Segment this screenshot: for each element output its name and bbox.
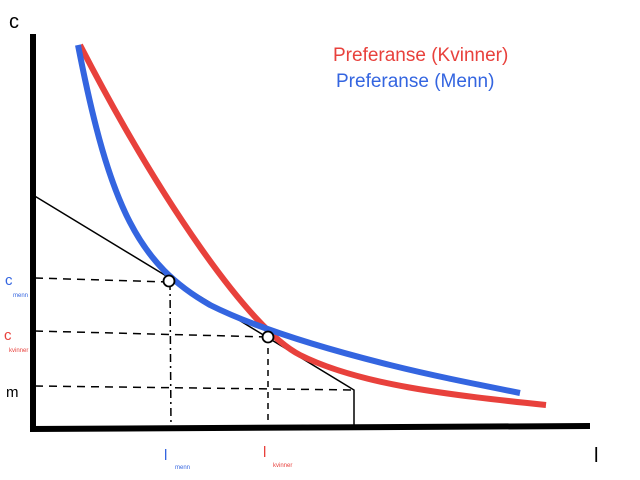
label-l-men-sub: menn	[175, 465, 190, 471]
legend-men: Preferanse (Menn)	[336, 71, 494, 92]
guide-m	[34, 385, 355, 391]
label-c-women: c	[4, 327, 12, 344]
x-axis-label: l	[594, 445, 598, 467]
optimum-men-point	[162, 274, 176, 288]
guide-l-men	[169, 281, 172, 429]
label-c-men-sub: menn	[13, 293, 28, 299]
label-l-women: l	[263, 444, 266, 461]
budget-line	[32, 194, 355, 428]
curve-women	[77, 43, 547, 408]
guide-lines	[34, 277, 355, 429]
y-axis-label: c	[9, 11, 19, 33]
label-m: m	[6, 384, 19, 401]
label-l-women-sub: kvinner	[273, 463, 292, 469]
label-c-women-sub: kvinner	[9, 348, 28, 354]
legend-women: Preferanse (Kvinner)	[333, 45, 508, 66]
guide-c-women	[34, 330, 269, 338]
curve-men	[75, 44, 521, 396]
label-l-men: l	[164, 447, 167, 464]
x-axis	[29, 423, 591, 432]
guide-c-men	[34, 277, 170, 283]
label-c-men: c	[5, 272, 13, 289]
optimum-women-point	[261, 330, 275, 344]
